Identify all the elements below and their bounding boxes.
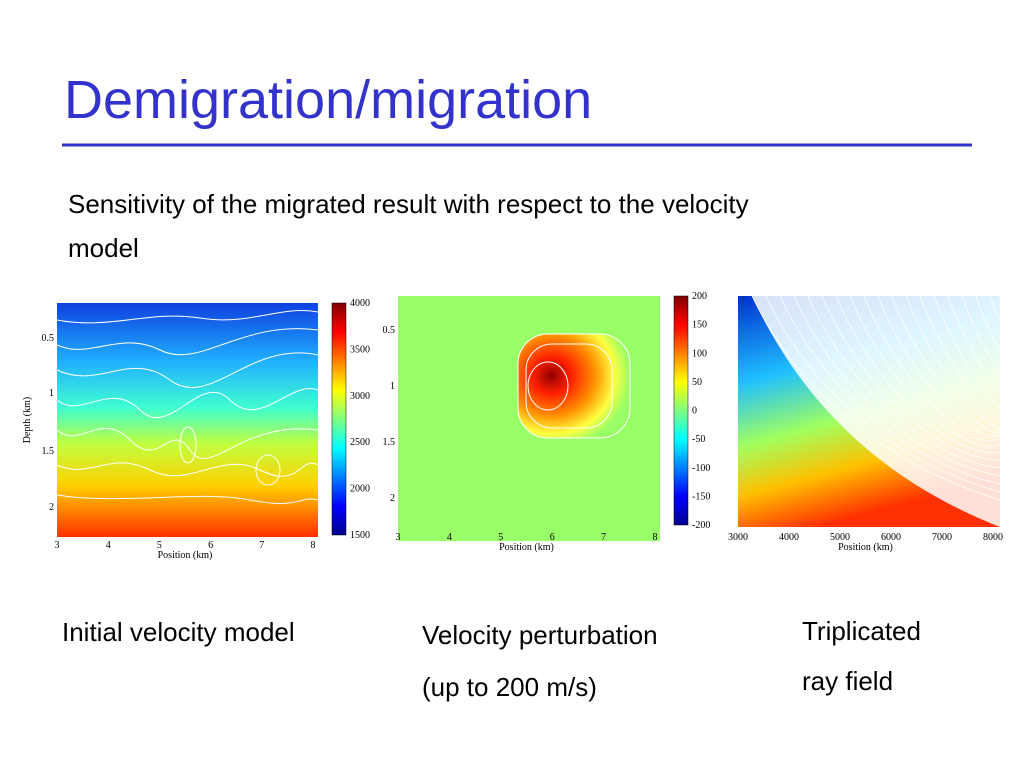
colorbar-tick-label: 2000 [350, 484, 370, 495]
x-axis-label: Position (km) [838, 542, 893, 553]
y-tick-label: 2 [49, 502, 54, 513]
colorbar-tick-label: 3000 [350, 391, 370, 402]
x-tick-label: 3 [55, 540, 60, 551]
caption: ray field [802, 666, 893, 696]
colorbar-tick-label: 100 [692, 348, 707, 359]
caption: (up to 200 m/s) [422, 672, 597, 702]
y-tick-label: 0.5 [383, 325, 396, 336]
x-tick-label: 4 [106, 540, 111, 551]
colorbar-tick-label: 50 [692, 377, 702, 388]
caption: Triplicated [802, 616, 921, 646]
x-tick-label: 6000 [881, 532, 901, 543]
x-tick-label: 8 [653, 532, 658, 543]
ray [793, 295, 1001, 477]
ray [821, 295, 1001, 461]
x-tick-label: 4 [447, 532, 452, 543]
ray [779, 295, 1001, 485]
y-tick-label: 1.5 [42, 446, 55, 457]
x-tick-label: 8000 [983, 532, 1003, 543]
ray [961, 295, 1024, 409]
x-tick-label: 6 [208, 540, 213, 551]
colorbar [331, 302, 347, 536]
colorbar-tick-label: 1500 [350, 530, 370, 541]
colorbar-tick-label: -100 [692, 463, 710, 474]
colorbar-tick-label: -150 [692, 491, 710, 502]
colorbar-tick-label: 150 [692, 320, 707, 331]
colorbar-tick-label: 2500 [350, 437, 370, 448]
y-tick-label: 2 [390, 493, 395, 504]
body-text: Sensitivity of the migrated result with … [68, 189, 749, 263]
perturbation-anomaly [518, 334, 630, 438]
slide-title: Demigration/migration [64, 70, 592, 130]
y-tick-label: 1 [390, 381, 395, 392]
x-tick-label: 6 [550, 532, 555, 543]
ray [807, 295, 1001, 469]
x-tick-label: 8 [311, 540, 316, 551]
ray [751, 295, 1001, 501]
x-tick-label: 5 [157, 540, 162, 551]
x-tick-label: 7 [259, 540, 264, 551]
y-axis-label: Depth (km) [22, 397, 33, 443]
ray [933, 295, 1019, 424]
ray-field [752, 296, 1000, 527]
contours [517, 333, 631, 439]
x-tick-label: 3000 [728, 532, 748, 543]
rays [751, 295, 1024, 501]
x-tick-label: 4000 [779, 532, 799, 543]
ray [835, 295, 1001, 454]
colorbar-tick-label: 4000 [350, 298, 370, 309]
colorbar-tick-label: 200 [692, 291, 707, 302]
x-axis-label: Position (km) [158, 550, 213, 561]
ray [863, 295, 1001, 442]
x-tick-label: 3 [396, 532, 401, 543]
colorbar [673, 295, 689, 526]
x-axis-label: Position (km) [499, 542, 554, 553]
colorbar-tick-label: 3500 [350, 344, 370, 355]
ray [947, 295, 1024, 421]
ray [849, 295, 1001, 447]
colorbar-tick-label: -200 [692, 520, 710, 531]
y-tick-label: 0.5 [42, 333, 55, 344]
ray [989, 295, 1024, 386]
x-tick-label: 7000 [932, 532, 952, 543]
ray [919, 295, 1012, 427]
velocity-image [57, 303, 318, 537]
ray [975, 295, 1024, 396]
ray [877, 295, 1001, 437]
ray [765, 295, 1001, 493]
colorbar-tick-label: -50 [692, 434, 705, 445]
contours [56, 310, 319, 504]
ray [905, 295, 1006, 430]
y-tick-label: 1 [49, 388, 54, 399]
ray [891, 295, 1002, 433]
caption: Velocity perturbation [422, 620, 658, 650]
x-tick-label: 5000 [830, 532, 850, 543]
colorbar-tick-label: 0 [692, 406, 697, 417]
x-tick-label: 5 [498, 532, 503, 543]
x-tick-label: 7 [601, 532, 606, 543]
y-tick-label: 1.5 [383, 437, 396, 448]
caption: Initial velocity model [62, 617, 295, 647]
